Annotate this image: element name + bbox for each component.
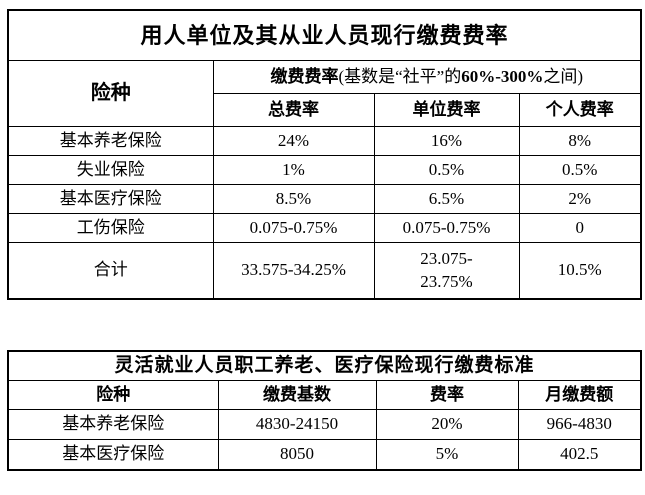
table2-header-base: 缴费基数 (217, 380, 377, 410)
insurance-name-cell: 基本医疗保险 (7, 439, 219, 471)
employer-rate-cell: 6.5% (373, 184, 520, 214)
table-title-row: 灵活就业人员职工养老、医疗保险现行缴费标准 (7, 350, 642, 381)
insurance-name-cell: 基本养老保险 (7, 126, 214, 156)
total-rate-cell: 8.5% (212, 184, 375, 214)
insurance-name-cell: 基本医疗保险 (7, 184, 214, 214)
table2-header-rate: 费率 (375, 380, 519, 410)
rate-header-normal-mid: (基数是“社平”的 (338, 66, 462, 86)
personal-rate-cell: 8% (518, 126, 642, 156)
personal-rate-cell: 0 (518, 213, 642, 243)
row-total: 合计 33.575-34.25% 23.075- 23.75% 10.5% (7, 242, 642, 300)
row-unemployment: 失业保险 1% 0.5% 0.5% (7, 155, 642, 185)
rate-header-normal-suffix: 之间) (543, 66, 584, 86)
employer-rate-cell: 0.5% (373, 155, 520, 185)
table1-header-personal-rate: 个人费率 (518, 93, 642, 127)
table1-rate-header: 缴费费率(基数是“社平”的60%-300%之间) (212, 60, 642, 94)
employer-contribution-rates-table: 用人单位及其从业人员现行缴费费率 险种 缴费费率(基数是“社平”的60%-300… (7, 9, 643, 300)
rate-header-bold-prefix: 缴费费率 (270, 66, 339, 86)
rate-cell: 5% (375, 439, 519, 471)
table1-header-insurance-type: 险种 (7, 60, 214, 127)
insurance-name-cell: 基本养老保险 (7, 409, 219, 440)
rate-header-bold-range: 60%-300% (461, 66, 544, 86)
insurance-name-cell: 工伤保险 (7, 213, 214, 243)
employer-rate-cell: 0.075-0.75% (373, 213, 520, 243)
table1-title: 用人单位及其从业人员现行缴费费率 (7, 9, 642, 61)
table2-title: 灵活就业人员职工养老、医疗保险现行缴费标准 (7, 350, 642, 381)
total-rate-cell: 33.575-34.25% (212, 242, 375, 300)
employer-rate-cell: 23.075- 23.75% (373, 242, 520, 300)
table1-header-row-2: 总费率 单位费率 个人费率 (8, 93, 642, 127)
table1-header-total-rate: 总费率 (212, 93, 375, 127)
personal-rate-cell: 10.5% (518, 242, 642, 300)
insurance-name-cell: 合计 (7, 242, 214, 300)
total-rate-cell: 24% (212, 126, 375, 156)
base-cell: 8050 (217, 439, 377, 471)
total-rate-cell: 1% (212, 155, 375, 185)
rate-cell: 20% (375, 409, 519, 440)
table1-header-employer-rate: 单位费率 (373, 93, 520, 127)
employer-rate-cell: 16% (373, 126, 520, 156)
base-cell: 4830-24150 (217, 409, 377, 440)
row-medical-flexible: 基本医疗保险 8050 5% 402.5 (7, 439, 642, 471)
total-rate-cell: 0.075-0.75% (212, 213, 375, 243)
table1-header-row-1: 险种 缴费费率(基数是“社平”的60%-300%之间) (7, 60, 642, 127)
personal-rate-cell: 0.5% (518, 155, 642, 185)
row-medical: 基本医疗保险 8.5% 6.5% 2% (7, 184, 642, 214)
monthly-amount-cell: 402.5 (517, 439, 642, 471)
row-work-injury: 工伤保险 0.075-0.75% 0.075-0.75% 0 (7, 213, 642, 243)
table2-header-insurance-type: 险种 (7, 380, 219, 410)
personal-rate-cell: 2% (518, 184, 642, 214)
insurance-name-cell: 失业保险 (7, 155, 214, 185)
flexible-employment-rates-table: 灵活就业人员职工养老、医疗保险现行缴费标准 险种 缴费基数 费率 月缴费额 基本… (7, 350, 643, 471)
table-title-row: 用人单位及其从业人员现行缴费费率 (7, 9, 642, 61)
row-pension: 基本养老保险 24% 16% 8% (7, 126, 642, 156)
table2-header-monthly: 月缴费额 (517, 380, 642, 410)
row-pension-flexible: 基本养老保险 4830-24150 20% 966-4830 (7, 409, 642, 440)
table2-header-row: 险种 缴费基数 费率 月缴费额 (7, 380, 642, 410)
monthly-amount-cell: 966-4830 (517, 409, 642, 440)
